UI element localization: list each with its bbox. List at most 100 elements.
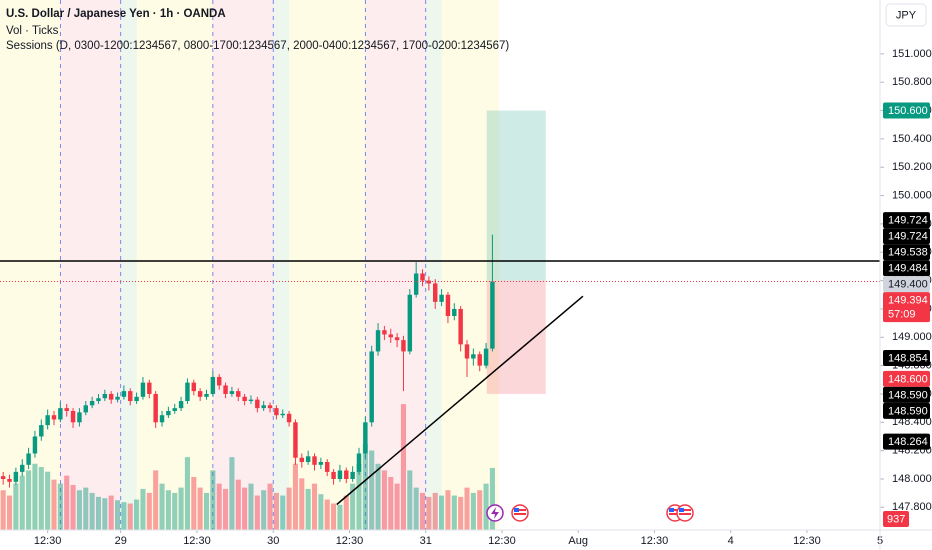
y-tick-label: 148.400 (892, 416, 932, 428)
session-band (120, 0, 137, 530)
price-badge-label: 149.724 (888, 231, 928, 243)
volume-bar (350, 483, 356, 530)
overlay-layer: 150.600 149.724 149.724 149.538 149.484 149.4… (0, 102, 930, 527)
price-badge (883, 260, 930, 277)
candle-body (223, 385, 228, 394)
volume-bar (172, 492, 178, 530)
volume-bar (413, 487, 419, 530)
volume-bar (76, 490, 82, 530)
candle-body (20, 464, 25, 472)
volume-bar (19, 475, 25, 530)
candle-body (45, 415, 50, 426)
volume-bar (324, 499, 330, 530)
price-badge (883, 228, 930, 245)
volume-bar (223, 488, 229, 530)
x-tick-label: 12:30 (641, 535, 669, 547)
candle-body (483, 348, 489, 366)
candle-body (153, 393, 158, 423)
candle-body (89, 401, 95, 406)
price-badge-label: 148.854 (888, 352, 928, 364)
event-flag[interactable] (511, 504, 529, 522)
candle-body (363, 422, 368, 454)
candle-body (312, 456, 317, 465)
candle-body (350, 471, 355, 479)
candle-body (166, 410, 171, 416)
volume-bar (184, 457, 190, 530)
candle-body (236, 391, 241, 397)
volume-bar (464, 487, 470, 530)
candle-body (344, 470, 349, 479)
volume-bar (273, 492, 279, 530)
volume-bar (95, 496, 102, 530)
candle-body (204, 393, 209, 397)
candle-body (197, 391, 203, 397)
volume-bar (375, 463, 381, 530)
candle-body (299, 457, 305, 462)
candle-body (32, 436, 38, 454)
volume-bar (210, 470, 216, 530)
flag-canton (679, 508, 684, 512)
candle-body (216, 376, 222, 386)
volume-bar (102, 498, 108, 530)
currency-button[interactable] (885, 3, 927, 27)
candle-body (83, 405, 88, 413)
candle-body (96, 398, 101, 402)
volume-bar (280, 495, 286, 530)
countdown: 57:09 (888, 309, 916, 321)
price-badge-label: 148.264 (888, 436, 928, 448)
volume-bar (337, 504, 343, 530)
y-tick-label: 150.400 (892, 133, 932, 145)
volume-bar (26, 470, 32, 530)
lightning (491, 507, 499, 519)
volume-bar (343, 495, 349, 530)
price-badge (883, 102, 930, 119)
candle-body (477, 354, 482, 366)
candle-body (255, 399, 260, 409)
x-tick-label: 4 (728, 535, 734, 547)
candle-body (58, 408, 63, 420)
volume-badge-label: 937 (887, 513, 905, 525)
y-tick-label: 149.000 (892, 331, 932, 343)
volume-bar (362, 443, 368, 530)
price-badge (883, 370, 930, 387)
y-tick-label: 151.000 (892, 48, 932, 60)
volume-bar (426, 496, 432, 530)
candle-body (356, 453, 362, 472)
candle-body (26, 453, 31, 465)
position-target-zone (486, 110, 546, 281)
volume-bar (13, 483, 19, 530)
volume-bar (45, 471, 51, 530)
price-badge-label: 148.590 (888, 389, 928, 401)
candle-body (458, 308, 463, 345)
currency-label[interactable]: JPY (896, 9, 917, 21)
volume-bar (89, 492, 95, 530)
volume-bar (254, 495, 260, 530)
x-tick-label: 12:30 (183, 535, 211, 547)
volume-bar (356, 463, 362, 530)
candle-body (39, 425, 44, 437)
session-band (212, 0, 274, 530)
candle-body (413, 273, 419, 295)
volume-bar (197, 487, 203, 530)
price-badge (883, 402, 930, 419)
volume-badge (883, 511, 909, 527)
candle-body (172, 408, 177, 411)
price-badge (883, 349, 930, 366)
event-flag[interactable] (676, 504, 694, 522)
volume-bar (70, 484, 76, 530)
candle-body (115, 396, 120, 400)
volume-bar (165, 490, 171, 530)
price-badge-label: 149.400 (888, 279, 928, 291)
x-tick-label: 12:30 (488, 535, 516, 547)
candle-body (229, 391, 235, 394)
volume-bar (286, 487, 292, 530)
volume-bar (83, 487, 89, 530)
volume-bar (153, 470, 159, 530)
candle-body (185, 382, 190, 402)
candle-body (401, 340, 406, 352)
candle-body (439, 294, 444, 302)
volume-bar (407, 470, 413, 530)
candle-body (0, 476, 6, 479)
candle-body (13, 471, 19, 482)
